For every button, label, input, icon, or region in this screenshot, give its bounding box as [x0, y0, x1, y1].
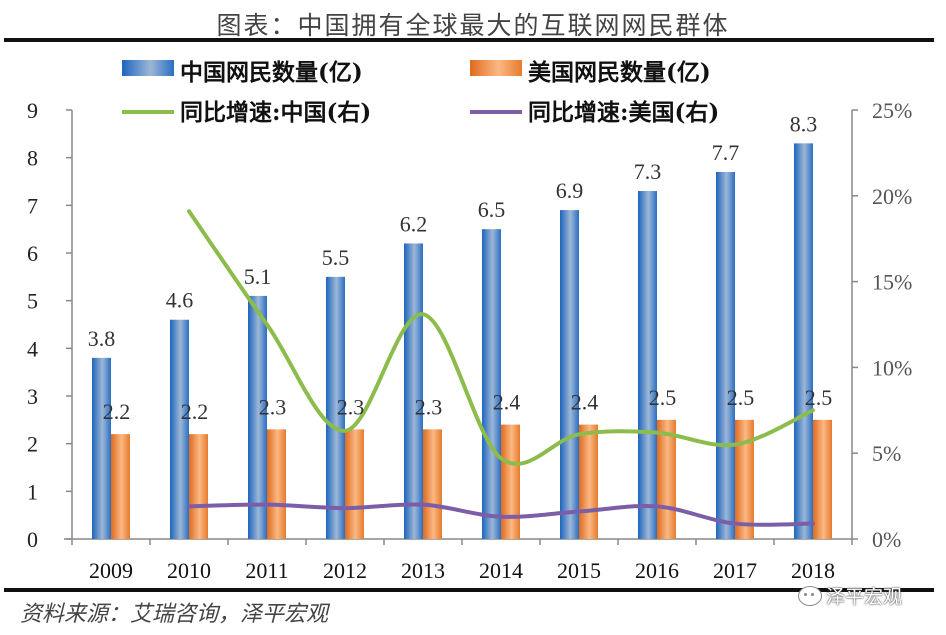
us-users-bar	[735, 419, 754, 539]
legend-us-users-label: 美国网民数量(亿)	[528, 59, 711, 86]
x-axis-tick-label: 2014	[479, 558, 523, 583]
china-users-data-label: 7.3	[634, 159, 662, 184]
china-users-bar	[326, 276, 345, 539]
left-axis-tick-label: 2	[27, 432, 38, 457]
china-users-data-label: 3.8	[88, 326, 116, 351]
china-users-bar	[716, 171, 735, 539]
us-users-bar	[579, 424, 598, 539]
legend-us-growth-label: 同比增速:美国(右)	[528, 99, 719, 126]
bottom-rule	[4, 588, 934, 592]
right-axis-tick-label: 15%	[872, 270, 912, 295]
legend-china-growth-label: 同比增速:中国(右)	[180, 99, 371, 126]
china-users-bar	[170, 319, 189, 539]
china-users-bar	[92, 357, 111, 539]
us-users-bar	[267, 429, 286, 539]
us-users-data-label: 2.5	[649, 385, 677, 410]
china-growth-line	[187, 209, 815, 466]
x-axis-tick-label: 2015	[557, 558, 601, 583]
china-users-data-label: 6.2	[400, 211, 428, 236]
left-axis-tick-label: 5	[27, 289, 38, 314]
data-labels: 3.8 4.6 5.1 5.5 6.2 6.5 6.9 7.3 7.7 8.3 2.2 2.2 2.3 2…	[88, 111, 833, 424]
legend: 中国网民数量(亿) 美国网民数量(亿) 同比增速:中国(右) 同比增速:美国(右)	[122, 59, 719, 126]
china-users-bar	[560, 210, 579, 539]
us-users-data-label: 2.3	[259, 394, 287, 419]
watermark-text: 泽平宏观	[826, 586, 903, 608]
us-users-data-label: 2.2	[181, 399, 209, 424]
us-users-bar	[813, 419, 832, 539]
right-axis-tick-label: 0%	[872, 527, 901, 552]
china-users-bar	[794, 143, 813, 539]
wechat-icon	[798, 585, 822, 606]
us-users-bar	[423, 429, 442, 539]
left-axis-tick-label: 9	[27, 98, 38, 123]
china-users-data-label: 6.5	[478, 197, 506, 222]
us-users-data-label: 2.2	[103, 399, 131, 424]
legend-china-users-swatch	[122, 60, 174, 76]
us-users-data-label: 2.5	[805, 385, 833, 410]
x-axis-tick-label: 2018	[791, 558, 835, 583]
left-axis-tick-label: 6	[27, 241, 38, 266]
x-axis-tick-label: 2011	[245, 558, 288, 583]
us-growth-line	[187, 502, 815, 527]
x-axis-tick-label: 2013	[401, 558, 445, 583]
x-axis-tick-label: 2010	[167, 558, 211, 583]
left-axis-tick-label: 1	[27, 479, 38, 504]
legend-us-users-swatch	[470, 60, 522, 76]
us-users-bar	[501, 424, 520, 539]
china-users-data-label: 4.6	[166, 288, 194, 313]
x-axis-tick-label: 2017	[713, 558, 757, 583]
watermark: 泽平宏观	[798, 582, 902, 609]
china-users-bar	[482, 229, 501, 539]
bars	[92, 143, 832, 540]
top-rule	[4, 38, 934, 42]
x-axis-tick-label: 2012	[323, 558, 367, 583]
us-users-bar	[111, 434, 130, 539]
chart-title: 图表：中国拥有全球最大的互联网网民群体	[216, 11, 730, 40]
china-users-data-label: 5.1	[244, 264, 272, 289]
source-note: 资料来源：艾瑞咨询，泽平宏观	[20, 602, 329, 627]
china-users-bar	[638, 191, 657, 540]
us-users-data-label: 2.5	[727, 385, 755, 410]
china-users-bar	[404, 243, 423, 539]
x-axis-tick-label: 2016	[635, 558, 679, 583]
us-users-bar	[657, 419, 676, 539]
right-axis-tick-label: 20%	[872, 184, 912, 209]
china-users-data-label: 5.5	[322, 245, 350, 270]
us-users-bar	[189, 434, 208, 539]
left-axis-tick-label: 7	[27, 193, 38, 218]
legend-china-users-label: 中国网民数量(亿)	[180, 59, 363, 86]
china-users-data-label: 7.7	[712, 140, 740, 165]
right-axis-tick-label: 25%	[872, 98, 912, 123]
left-axis-tick-label: 3	[27, 384, 38, 409]
china-users-data-label: 6.9	[556, 178, 584, 203]
us-users-data-label: 2.4	[571, 390, 599, 415]
right-axis-tick-label: 10%	[872, 355, 912, 380]
x-axis-tick-label: 2009	[89, 558, 133, 583]
china-users-bar	[248, 295, 267, 539]
axes: 0 1 2 3 4 5 6 7 8 9 0% 5% 10% 15% 20% 25% 2009 2010 2011 20…	[27, 98, 912, 583]
us-users-data-label: 2.4	[493, 390, 521, 415]
left-axis-tick-label: 4	[27, 336, 38, 361]
lines	[187, 209, 815, 527]
right-axis-tick-label: 5%	[872, 441, 901, 466]
us-users-data-label: 2.3	[415, 394, 443, 419]
left-axis-tick-label: 0	[27, 527, 38, 552]
us-users-data-label: 2.3	[337, 394, 365, 419]
left-axis-tick-label: 8	[27, 146, 38, 171]
china-users-data-label: 8.3	[790, 111, 818, 136]
us-users-bar	[345, 429, 364, 539]
